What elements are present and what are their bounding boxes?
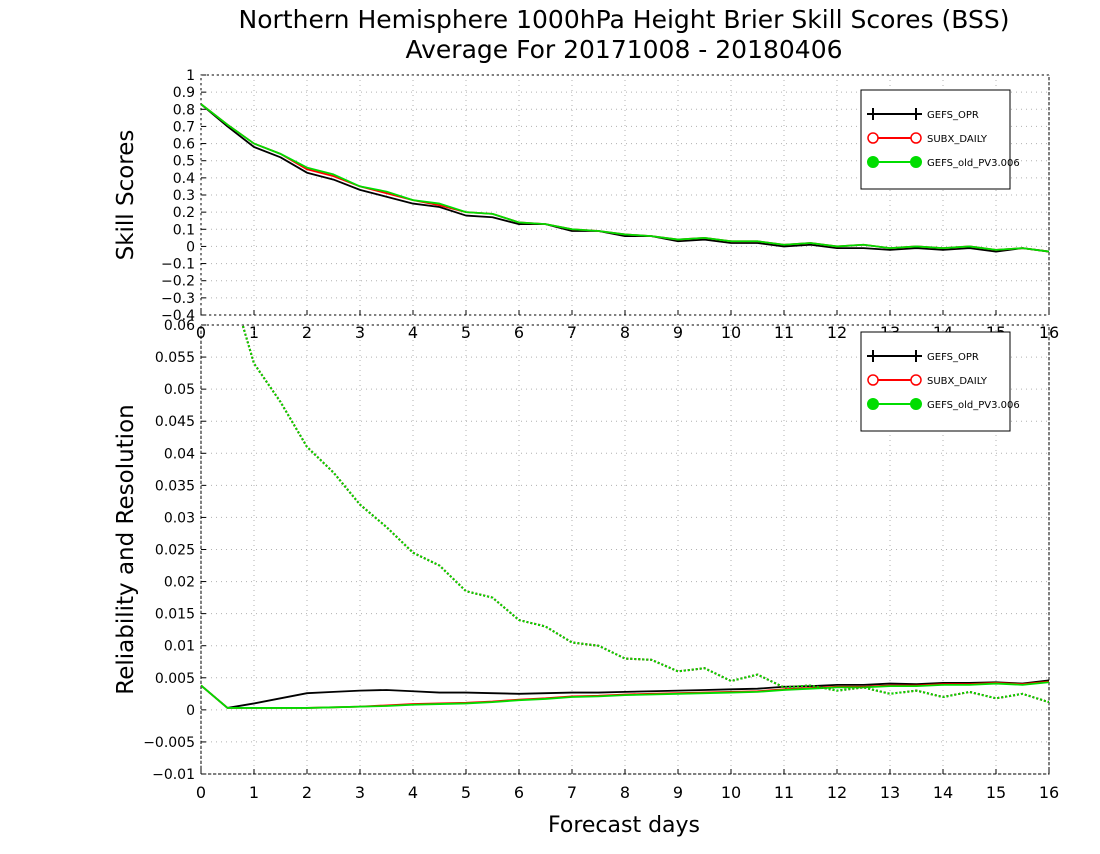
relres-series-resolution-gefs-old-pv3-006 — [241, 325, 1049, 704]
skill-series-gefs-old-pv3-006 — [201, 103, 1049, 253]
relres-y-tick-label: 0.005 — [155, 671, 195, 687]
skill-y-tick-label: 0.5 — [173, 154, 195, 170]
relres-series-reliability-gefs-old-pv3-006 — [201, 681, 1049, 709]
relres-y-tick-label: 0.04 — [164, 446, 195, 462]
skill-x-tick-label: 3 — [355, 323, 365, 342]
skill-legend-marker-open-circle — [910, 132, 922, 144]
relres-legend-marker-filled-circle — [910, 398, 922, 410]
skill-y-tick-label: 0.7 — [173, 119, 195, 135]
skill-series-group — [201, 103, 1049, 253]
relres-y-tick-label: −0.005 — [143, 735, 195, 751]
skill-y-tick-label: 0 — [186, 239, 195, 255]
relres-x-tick-label: 0 — [196, 783, 206, 802]
skill-x-tick-label: 1 — [249, 323, 259, 342]
chart-x-axis-title: Forecast days — [548, 813, 700, 838]
relres-x-tick-label: 9 — [673, 783, 683, 802]
relres-series-resolution-gefs-opr — [241, 325, 1049, 704]
relres-x-tick-label: 3 — [355, 783, 365, 802]
relres-x-tick-label: 5 — [461, 783, 471, 802]
skill-x-tick-label: 7 — [567, 323, 577, 342]
skill-y-tick-label: 0.2 — [173, 205, 195, 221]
relres-y-tick-label: 0.05 — [164, 382, 195, 398]
skill-legend-marker-filled-circle — [910, 156, 922, 168]
skill-x-tick-label: 8 — [620, 323, 630, 342]
skill-y-tick-label: 0.4 — [173, 171, 195, 187]
skill-legend-label: GEFS_OPR — [927, 110, 979, 121]
relres-x-tick-label: 10 — [721, 783, 741, 802]
skill-legend-box — [860, 89, 1011, 190]
relres-y-tick-label: 0.03 — [164, 510, 195, 526]
relres-y-tick-label: 0.01 — [164, 639, 195, 655]
skill-y-tick-label: 0.9 — [173, 85, 195, 101]
relres-x-tick-label: 2 — [302, 783, 312, 802]
relres-legend-marker-open-circle — [867, 374, 879, 386]
skill-x-tick-label: 11 — [774, 323, 794, 342]
relres-legend-marker-open-circle — [910, 374, 922, 386]
skill-x-tick-label: 9 — [673, 323, 683, 342]
relres-y-axis-title: Reliability and Resolution — [113, 404, 139, 694]
relres-y-tick-label: 0.02 — [164, 575, 195, 591]
skill-y-tick-label: 0.1 — [173, 222, 195, 238]
skill-y-tick-label: 1 — [186, 68, 195, 84]
relres-x-tick-label: 15 — [986, 783, 1006, 802]
relres-x-tick-label: 16 — [1039, 783, 1059, 802]
relres-y-tick-label: 0 — [186, 703, 195, 719]
skill-series-gefs-opr — [201, 103, 1049, 253]
skill-y-tick-label: −0.3 — [161, 291, 195, 307]
skill-x-tick-label: 2 — [302, 323, 312, 342]
skill-y-axis-title: Skill Scores — [113, 130, 139, 261]
relres-x-tick-label: 13 — [880, 783, 900, 802]
relres-y-tick-label: 0.035 — [155, 478, 195, 494]
skill-x-tick-label: 10 — [721, 323, 741, 342]
chart-title-line1: Northern Hemisphere 1000hPa Height Brier… — [239, 5, 1010, 34]
relres-x-tick-label: 12 — [827, 783, 847, 802]
relres-series-reliability-gefs-opr — [201, 679, 1049, 709]
relres-legend-label: GEFS_old_PV3.006 — [927, 400, 1020, 411]
skill-y-tick-label: −0.1 — [161, 257, 195, 273]
relres-x-tick-label: 11 — [774, 783, 794, 802]
relres-y-tick-label: 0.055 — [155, 350, 195, 366]
relres-x-tick-label: 8 — [620, 783, 630, 802]
relres-x-tick-label: 6 — [514, 783, 524, 802]
relres-y-tick-label: 0.06 — [164, 318, 195, 334]
skill-x-tick-label: 5 — [461, 323, 471, 342]
chart-title-line2: Average For 20171008 - 20180406 — [405, 35, 842, 64]
skill-legend-label: GEFS_old_PV3.006 — [927, 158, 1020, 169]
relres-x-tick-label: 1 — [249, 783, 259, 802]
skill-x-tick-label: 6 — [514, 323, 524, 342]
skill-legend-marker-filled-circle — [867, 156, 879, 168]
relres-y-tick-label: 0.015 — [155, 607, 195, 623]
relres-y-tick-label: −0.01 — [152, 767, 195, 783]
skill-x-tick-label: 12 — [827, 323, 847, 342]
skill-y-tick-label: 0.8 — [173, 102, 195, 118]
skill-x-tick-label: 4 — [408, 323, 418, 342]
relres-legend-box — [860, 331, 1011, 432]
relres-x-tick-label: 14 — [933, 783, 953, 802]
relres-y-tick-label: 0.025 — [155, 543, 195, 559]
relres-y-tick-label: 0.045 — [155, 414, 195, 430]
relres-x-tick-label: 4 — [408, 783, 418, 802]
relres-series-group — [201, 325, 1049, 709]
relres-legend-marker-filled-circle — [867, 398, 879, 410]
skill-legend-label: SUBX_DAILY — [927, 134, 988, 145]
relres-legend-label: GEFS_OPR — [927, 352, 979, 363]
relres-legend-label: SUBX_DAILY — [927, 376, 988, 387]
skill-legend-marker-open-circle — [867, 132, 879, 144]
relres-x-tick-label: 7 — [567, 783, 577, 802]
relres-series-resolution-subx-daily — [241, 325, 1049, 704]
skill-y-tick-label: 0.6 — [173, 137, 195, 153]
skill-y-tick-label: 0.3 — [173, 188, 195, 204]
skill-y-tick-label: −0.4 — [161, 308, 195, 324]
skill-y-tick-label: −0.2 — [161, 274, 195, 290]
